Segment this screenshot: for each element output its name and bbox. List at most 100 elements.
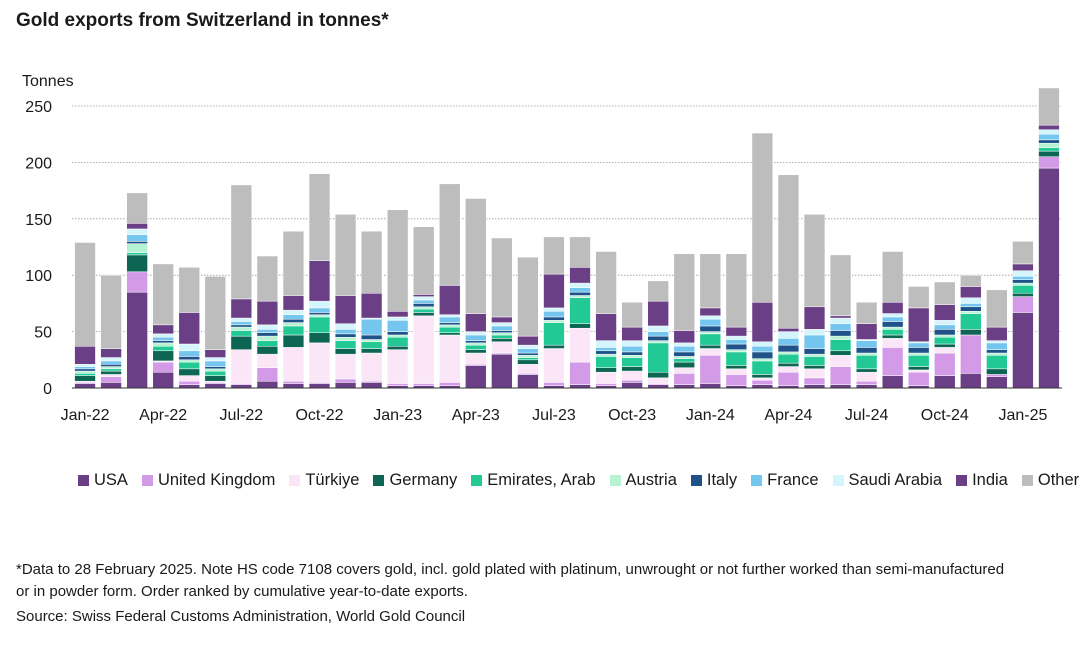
bar-segment xyxy=(1038,150,1060,158)
legend-item: Other xyxy=(1021,471,1079,490)
bar-segment xyxy=(126,252,148,256)
bar-segment xyxy=(960,297,982,304)
bar-segment xyxy=(334,295,357,324)
bar-segment xyxy=(152,342,174,347)
bar-segment xyxy=(908,369,930,373)
legend-label: India xyxy=(972,471,1008,489)
bar-segment xyxy=(751,351,774,359)
bar-segment xyxy=(595,350,617,355)
bar-segment xyxy=(491,316,513,323)
bar-segment xyxy=(74,373,96,376)
bar-segment xyxy=(439,183,461,286)
bar-segment xyxy=(777,327,800,332)
bar-segment xyxy=(491,341,513,354)
bar-segment xyxy=(152,346,174,352)
bar-segment xyxy=(595,347,617,352)
bar-segment xyxy=(1012,296,1034,313)
bar-segment xyxy=(126,228,148,235)
bar-segment xyxy=(960,274,982,287)
bar-segment xyxy=(204,366,226,370)
bar-segment xyxy=(282,318,305,323)
bar-segment xyxy=(908,347,930,354)
bar-segment xyxy=(256,335,279,341)
chart-title: Gold exports from Switzerland in tonnes* xyxy=(16,10,389,31)
bar-segment xyxy=(621,357,643,367)
bar-segment xyxy=(1038,139,1060,144)
bar-segment xyxy=(413,315,435,384)
bar-segment xyxy=(439,382,461,386)
bar-segment xyxy=(152,324,174,335)
x-tick-label: Jan-22 xyxy=(61,407,110,424)
bar-segment xyxy=(569,323,591,329)
bar-segment xyxy=(855,347,878,354)
bar-segment xyxy=(699,253,721,309)
bar-segment xyxy=(855,352,878,356)
bar-segment xyxy=(647,377,669,384)
bar-segment xyxy=(647,335,669,341)
bar-segment xyxy=(386,316,409,321)
bar-segment xyxy=(569,327,591,363)
bar-segment xyxy=(621,379,643,383)
bar-segment xyxy=(178,312,200,345)
bar-segment xyxy=(751,346,774,353)
bar-segment xyxy=(595,367,617,373)
bar-segment xyxy=(777,331,800,339)
bar-segment xyxy=(934,336,956,345)
bar-segment xyxy=(881,375,904,389)
bar-segment xyxy=(647,371,669,379)
bar-segment xyxy=(908,286,930,309)
bar-segment xyxy=(777,353,800,364)
bar-segment xyxy=(517,256,539,337)
bar-segment xyxy=(256,367,279,382)
bar-segment xyxy=(751,358,774,362)
legend-swatch xyxy=(832,475,844,486)
bar-segment xyxy=(934,343,956,348)
bar-segment xyxy=(595,340,617,348)
bar-segment xyxy=(178,368,200,376)
bar-segment xyxy=(1012,263,1034,271)
bar-segment xyxy=(491,322,513,327)
bar-segment xyxy=(908,371,930,386)
bar-segment xyxy=(465,334,487,341)
bar-segment xyxy=(465,331,487,336)
bar-segment xyxy=(386,320,409,332)
bar-segment xyxy=(1038,156,1060,169)
bar-segment xyxy=(178,380,200,385)
bar-segment xyxy=(126,241,148,244)
bar-segment xyxy=(517,364,539,374)
bar-segment xyxy=(803,377,826,385)
bar-segment xyxy=(74,366,96,370)
bar-segment xyxy=(334,353,357,380)
bar-segment xyxy=(126,243,148,253)
bar-segment xyxy=(934,320,956,326)
bar-segment xyxy=(751,302,774,342)
bar-segment xyxy=(543,382,565,386)
bar-segment xyxy=(829,350,852,356)
bar-segment xyxy=(725,339,748,345)
bar-segment xyxy=(517,352,539,356)
bar-segment xyxy=(803,306,826,330)
bar-segment xyxy=(699,333,721,346)
y-tick-label: 150 xyxy=(25,212,52,229)
bar-segment xyxy=(855,323,878,340)
bar-segment xyxy=(673,367,695,374)
bar-segment xyxy=(413,296,435,301)
bar-segment xyxy=(1012,270,1034,277)
bar-segment xyxy=(413,308,435,313)
bar-segment xyxy=(256,380,279,389)
bar-segment xyxy=(881,347,904,376)
bar-segment xyxy=(178,343,200,352)
bar-segment xyxy=(569,384,591,389)
bar-segment xyxy=(230,326,253,331)
bar-segment xyxy=(204,360,226,367)
bar-segment xyxy=(230,335,253,350)
bar-segment xyxy=(751,384,774,389)
bar-segment xyxy=(439,326,461,333)
bar-segment xyxy=(725,351,748,366)
bar-segment xyxy=(829,315,852,319)
x-tick-label: Apr-22 xyxy=(139,407,187,424)
bar-segment xyxy=(491,330,513,333)
bar-segment xyxy=(777,362,800,367)
bar-segment xyxy=(308,307,331,313)
bar-segment xyxy=(829,335,852,340)
